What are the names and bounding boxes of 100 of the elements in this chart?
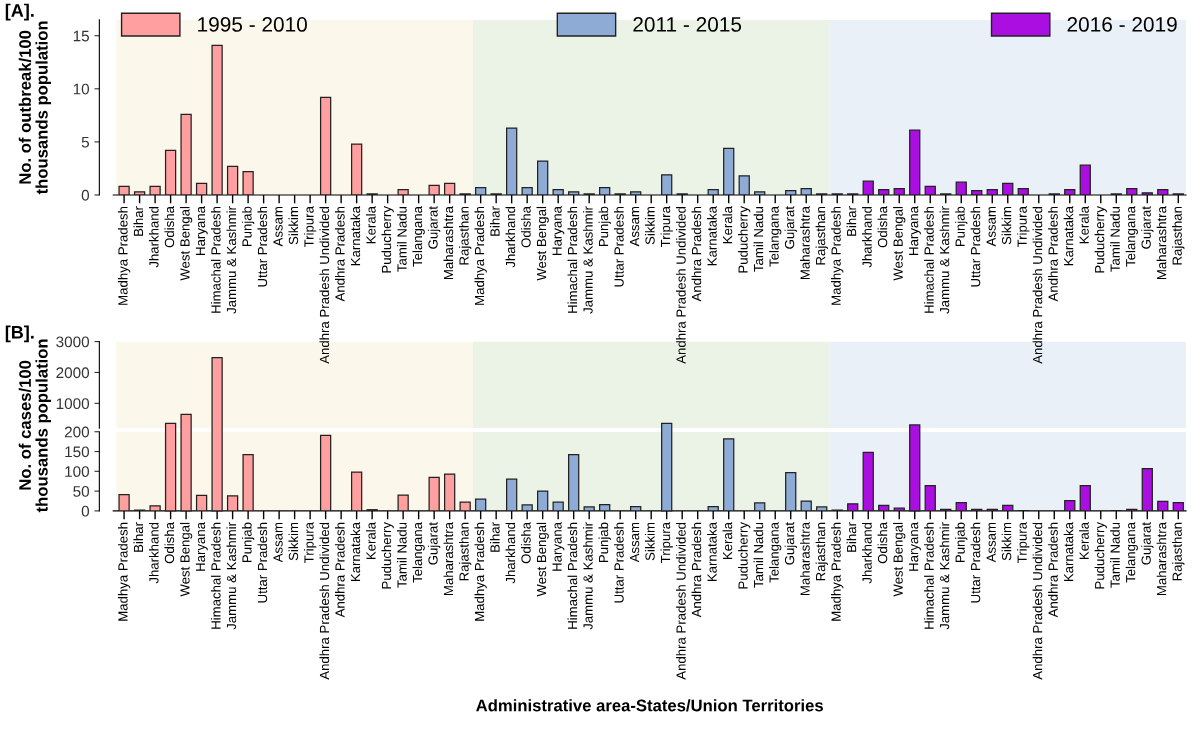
x-tick-label: Uttar Pradesh (970, 522, 981, 603)
bar (428, 476, 440, 511)
x-tick-label: Haryana (195, 206, 208, 255)
x-tick-label: Sikkim (1001, 206, 1012, 245)
y-tick-label: 3000 (56, 336, 90, 348)
y-tick-label: 150 (65, 446, 90, 458)
bar (226, 495, 239, 511)
bar (955, 501, 967, 511)
bar (443, 182, 456, 195)
x-tick-label: Puducherry (1094, 206, 1107, 273)
bar (506, 478, 518, 511)
x-tick-label: Rajasthan (815, 206, 828, 265)
x-tick-label: Tripura (660, 522, 673, 564)
x-tick-label: Andhra Pradesh (691, 522, 702, 618)
bar (1017, 187, 1029, 195)
x-tick-label: Odisha (877, 206, 888, 248)
bar (474, 186, 487, 195)
bar (862, 180, 874, 195)
x-tick-label: Sikkim (288, 522, 299, 561)
x-tick-label: Haryana (552, 522, 565, 571)
y-tick-label: 0 (81, 505, 90, 517)
bar (583, 506, 595, 511)
x-tick-label: Haryana (909, 206, 921, 255)
bar (211, 44, 223, 195)
x-tick-label: Tamil Nadu (396, 522, 407, 588)
x-tick-label: Punjab (598, 206, 611, 247)
x-tick-label: Uttar Pradesh (970, 206, 981, 287)
x-tick-label: Bihar (133, 206, 144, 236)
y-axis-title: No. of outbreak/100 thousands population (18, 21, 52, 195)
x-tick-label: Jharkhand (148, 206, 159, 268)
bar (862, 451, 874, 511)
bar (118, 494, 130, 511)
x-tick-label: Jammu & Kashmir (226, 522, 237, 630)
bar (986, 189, 998, 195)
bar (133, 191, 146, 195)
bar (506, 127, 518, 195)
x-tick-label: Himachal Pradesh (567, 522, 578, 629)
bar (723, 147, 735, 195)
bar (537, 160, 549, 195)
bar (552, 189, 564, 195)
x-tick-label: Jharkhand (148, 522, 159, 584)
x-tick-label: Assam (273, 522, 283, 563)
bar (661, 174, 673, 195)
x-tick-label: Andhra Pradesh (1048, 522, 1058, 618)
bar (195, 182, 208, 195)
x-tick-label: Jammu & Kashmir (939, 522, 950, 630)
bar (350, 143, 363, 195)
x-tick-label: Bihar (133, 522, 144, 552)
bar (723, 438, 735, 511)
bar (1141, 467, 1153, 511)
x-tick-label: Odisha (521, 522, 531, 564)
bar (428, 184, 440, 195)
x-tick-label: Punjab (598, 522, 611, 563)
x-tick-label: Gujarat (784, 206, 797, 249)
x-tick-label: Tamil Nadu (753, 522, 764, 588)
bar (1172, 501, 1184, 511)
bar (552, 501, 564, 511)
bar (599, 186, 611, 195)
bar (630, 191, 642, 195)
x-tick-label: Himachal Pradesh (924, 522, 934, 629)
bar (1002, 182, 1014, 195)
x-tick-label: Jammu & Kashmir (939, 206, 950, 314)
bar (924, 484, 936, 511)
bar (800, 187, 812, 195)
x-tick-label: Kerala (1079, 206, 1089, 244)
x-tick-label: Uttar Pradesh (614, 206, 624, 287)
bar (754, 191, 766, 195)
bar (785, 471, 797, 511)
x-tick-label: Puducherry (381, 522, 394, 589)
x-tick-label: Jharkhand (862, 206, 872, 268)
x-tick-label: Odisha (164, 206, 175, 248)
x-tick-label: Tripura (303, 206, 317, 248)
y-tick-label: 200 (64, 426, 90, 438)
x-tick-label: Maharashtra (443, 206, 454, 280)
x-tick-label: Sikkim (645, 522, 655, 561)
x-tick-label: Gujarat (1141, 522, 1154, 565)
x-tick-label: Madhya Pradesh (117, 206, 131, 305)
x-tick-label: Maharashtra (800, 206, 810, 280)
bar (1141, 192, 1153, 195)
x-tick-label: Maharashtra (1156, 522, 1167, 595)
x-tick-label: Karnataka (1063, 206, 1074, 266)
bar (707, 189, 719, 195)
bar (118, 185, 130, 195)
x-tick-label: Tamil Nadu (753, 206, 764, 272)
bar (847, 503, 859, 511)
bar (242, 170, 254, 195)
x-tick-label: Madhya Pradesh (474, 522, 487, 621)
bar (1064, 189, 1076, 195)
x-tick-label: West Bengal (536, 206, 549, 281)
x-tick-label: Punjab (241, 522, 255, 563)
bar (149, 505, 161, 511)
bar (893, 187, 905, 195)
x-tick-label: Jharkhand (505, 206, 516, 268)
x-tick-label: Kerala (722, 522, 733, 560)
x-tick-label: Rajasthan (1172, 522, 1185, 581)
x-tick-label: Uttar Pradesh (257, 522, 268, 603)
y-tick-label: 1000 (56, 398, 90, 410)
chart-title: [A]. (5, 3, 34, 21)
x-tick-label: Telangana (1125, 522, 1138, 583)
bar (1157, 189, 1169, 195)
